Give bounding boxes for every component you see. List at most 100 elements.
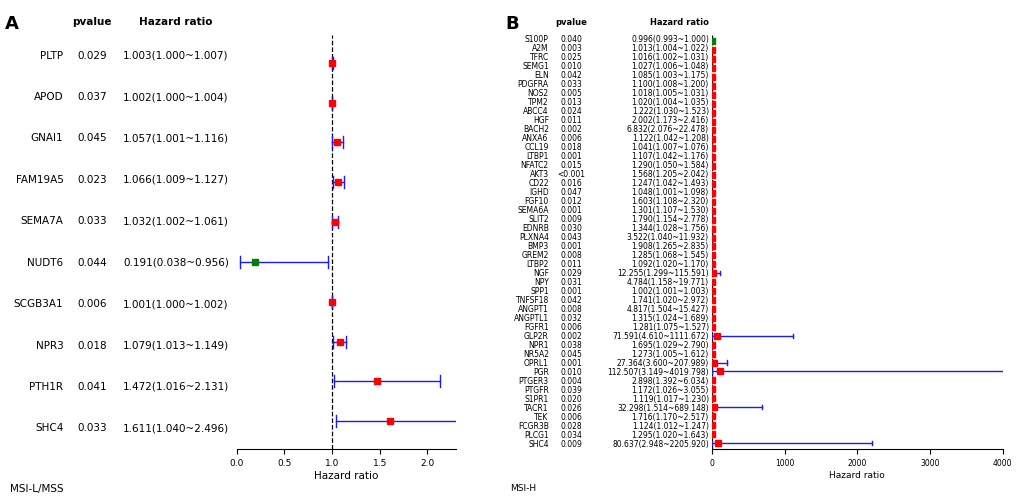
Text: 0.006: 0.006 [559, 134, 582, 143]
Text: A2M: A2M [532, 44, 548, 53]
Text: 0.033: 0.033 [77, 423, 107, 434]
Text: 0.042: 0.042 [559, 296, 582, 305]
Text: PGR: PGR [532, 368, 548, 377]
X-axis label: Hazard ratio: Hazard ratio [828, 471, 884, 480]
Text: 2.898(1.392~6.034): 2.898(1.392~6.034) [631, 377, 708, 386]
Text: ABCC4: ABCC4 [523, 107, 548, 116]
Text: CD22: CD22 [528, 179, 548, 188]
Text: 0.038: 0.038 [559, 341, 582, 350]
Text: 1.048(1.001~1.098): 1.048(1.001~1.098) [631, 188, 708, 197]
Text: 1.027(1.006~1.048): 1.027(1.006~1.048) [631, 62, 708, 71]
Text: NOS2: NOS2 [527, 89, 548, 98]
Text: MSI-L/MSS: MSI-L/MSS [10, 484, 64, 494]
Text: 1.290(1.050~1.584): 1.290(1.050~1.584) [631, 161, 708, 170]
Text: 0.005: 0.005 [559, 89, 582, 98]
Text: 0.016: 0.016 [559, 179, 582, 188]
Text: 1.032(1.002~1.061): 1.032(1.002~1.061) [123, 216, 228, 227]
Text: PDGFRA: PDGFRA [517, 80, 548, 89]
Text: 0.001: 0.001 [559, 242, 582, 251]
Text: ANGPTL1: ANGPTL1 [514, 314, 548, 323]
Text: 0.011: 0.011 [559, 116, 582, 125]
Text: AKT3: AKT3 [529, 170, 548, 179]
Text: SHC4: SHC4 [528, 440, 548, 449]
Text: 71.591(4.610~1111.672): 71.591(4.610~1111.672) [611, 332, 708, 341]
Text: TPM2: TPM2 [528, 98, 548, 107]
Text: PTH1R: PTH1R [30, 382, 63, 392]
Text: 1.013(1.004~1.022): 1.013(1.004~1.022) [631, 44, 708, 53]
Text: 1.016(1.002~1.031): 1.016(1.002~1.031) [631, 53, 708, 62]
Text: 0.018: 0.018 [559, 143, 582, 152]
Text: SCGB3A1: SCGB3A1 [14, 299, 63, 309]
Text: 12.255(1.299~115.591): 12.255(1.299~115.591) [616, 269, 708, 278]
Text: 0.031: 0.031 [559, 278, 582, 287]
Text: <0.001: <0.001 [556, 170, 585, 179]
Text: 0.033: 0.033 [77, 216, 107, 227]
Text: GREM2: GREM2 [521, 251, 548, 260]
Text: 0.010: 0.010 [559, 62, 582, 71]
Text: 0.006: 0.006 [77, 299, 107, 309]
Text: 1.568(1.205~2.042): 1.568(1.205~2.042) [631, 170, 708, 179]
Text: NGF: NGF [532, 269, 548, 278]
Text: NPY: NPY [533, 278, 548, 287]
Text: 4.784(1.158~19.771): 4.784(1.158~19.771) [626, 278, 708, 287]
Text: S1PR1: S1PR1 [524, 395, 548, 404]
Text: 1.003(1.000~1.007): 1.003(1.000~1.007) [123, 50, 228, 61]
Text: 4.817(1.504~15.427): 4.817(1.504~15.427) [626, 305, 708, 314]
Text: 0.023: 0.023 [77, 175, 107, 185]
Text: 1.018(1.005~1.031): 1.018(1.005~1.031) [631, 89, 708, 98]
Text: 0.008: 0.008 [559, 305, 582, 314]
Text: BMP3: BMP3 [527, 242, 548, 251]
Text: 1.790(1.154~2.778): 1.790(1.154~2.778) [631, 215, 708, 224]
Text: 1.001(1.000~1.002): 1.001(1.000~1.002) [123, 299, 228, 309]
Text: 1.222(1.030~1.523): 1.222(1.030~1.523) [631, 107, 708, 116]
Text: GLP2R: GLP2R [524, 332, 548, 341]
Text: SEMG1: SEMG1 [522, 62, 548, 71]
Text: 0.042: 0.042 [559, 71, 582, 80]
Text: FGFR1: FGFR1 [524, 323, 548, 332]
Text: 0.009: 0.009 [559, 215, 582, 224]
Text: 0.024: 0.024 [559, 107, 582, 116]
Text: 0.026: 0.026 [559, 404, 582, 413]
Text: GNAI1: GNAI1 [31, 133, 63, 144]
Text: NR5A2: NR5A2 [523, 350, 548, 359]
Text: 0.047: 0.047 [559, 188, 582, 197]
Text: 6.832(2.076~22.478): 6.832(2.076~22.478) [626, 125, 708, 134]
Text: 1.107(1.042~1.176): 1.107(1.042~1.176) [631, 152, 708, 161]
Text: S100P: S100P [525, 35, 548, 44]
Text: SEMA6A: SEMA6A [517, 206, 548, 215]
Text: CCL19: CCL19 [524, 143, 548, 152]
Text: 0.041: 0.041 [77, 382, 107, 392]
Text: TACR1: TACR1 [524, 404, 548, 413]
Text: 1.611(1.040~2.496): 1.611(1.040~2.496) [122, 423, 229, 434]
Text: SHC4: SHC4 [35, 423, 63, 434]
Text: Hazard ratio: Hazard ratio [139, 16, 213, 26]
Text: 0.018: 0.018 [77, 340, 107, 351]
Text: 0.003: 0.003 [559, 44, 582, 53]
Text: 0.020: 0.020 [559, 395, 582, 404]
Text: 1.273(1.005~1.612): 1.273(1.005~1.612) [631, 350, 708, 359]
Text: FGF10: FGF10 [524, 197, 548, 206]
Text: 2.002(1.173~2.416): 2.002(1.173~2.416) [631, 116, 708, 125]
Text: 0.043: 0.043 [559, 233, 582, 242]
Text: 0.037: 0.037 [77, 92, 107, 102]
Text: 1.285(1.068~1.545): 1.285(1.068~1.545) [631, 251, 708, 260]
Text: 1.172(1.026~3.055): 1.172(1.026~3.055) [631, 386, 708, 395]
Text: NPR1: NPR1 [528, 341, 548, 350]
Text: Hazard ratio: Hazard ratio [649, 17, 708, 26]
Text: 1.020(1.004~1.035): 1.020(1.004~1.035) [631, 98, 708, 107]
Text: 1.041(1.007~1.076): 1.041(1.007~1.076) [631, 143, 708, 152]
Text: 1.603(1.108~2.320): 1.603(1.108~2.320) [631, 197, 708, 206]
Text: 1.085(1.003~1.175): 1.085(1.003~1.175) [631, 71, 708, 80]
Text: ANGPT1: ANGPT1 [518, 305, 548, 314]
Text: 0.996(0.993~1.000): 0.996(0.993~1.000) [631, 35, 708, 44]
Text: 1.002(1.001~1.003): 1.002(1.001~1.003) [631, 287, 708, 296]
Text: 0.040: 0.040 [559, 35, 582, 44]
Text: 0.006: 0.006 [559, 413, 582, 422]
Text: APOD: APOD [34, 92, 63, 102]
Text: TFRC: TFRC [529, 53, 548, 62]
Text: 80.637(2.948~2205.920): 80.637(2.948~2205.920) [611, 440, 708, 449]
Text: 0.025: 0.025 [559, 53, 582, 62]
Text: 0.029: 0.029 [559, 269, 582, 278]
Text: EDNRB: EDNRB [522, 224, 548, 233]
Text: 1.472(1.016~2.131): 1.472(1.016~2.131) [122, 382, 229, 392]
